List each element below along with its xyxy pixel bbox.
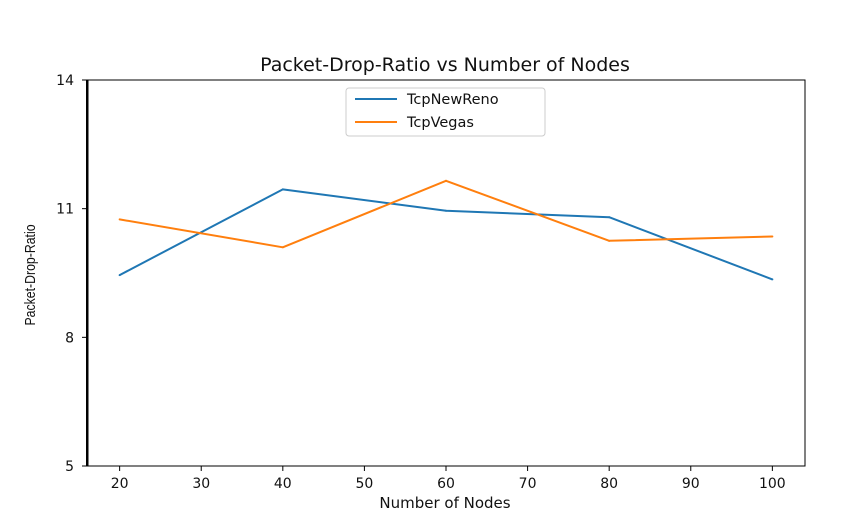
x-tick-label: 20	[111, 476, 129, 492]
y-axis-label: Packet-Drop-Ratio	[22, 224, 38, 325]
y-axis-ticks: 5 8 11 14	[56, 73, 87, 475]
y-axis-spine	[86, 80, 89, 466]
y-tick-label: 11	[56, 202, 74, 218]
x-tick-label: 40	[274, 476, 292, 492]
data-point-tcpvegas	[445, 179, 447, 182]
plot-area: 20 30 40 50 60 70 80 90 100 5 8 11 14	[56, 73, 806, 492]
data-point-tcpvegas	[608, 239, 611, 242]
x-tick-label: 30	[192, 476, 210, 492]
data-point-tcpvegas	[118, 218, 121, 221]
x-tick-label: 70	[519, 476, 537, 492]
series-lines	[118, 179, 774, 281]
data-point-tcpnewreno	[608, 216, 611, 219]
data-point-tcpnewreno	[445, 209, 447, 212]
data-point-tcpnewreno	[281, 188, 284, 191]
legend-label-tcpnewreno: TcpNewReno	[406, 92, 499, 108]
x-axis-ticks: 20 30 40 50 60 70 80 90 100	[111, 466, 786, 492]
data-point-tcpnewreno	[771, 278, 774, 281]
x-tick-label: 100	[759, 476, 786, 492]
x-tick-label: 50	[355, 476, 373, 492]
data-point-tcpvegas	[771, 235, 774, 238]
y-tick-label: 14	[56, 73, 74, 89]
x-tick-label: 80	[600, 476, 618, 492]
chart-title: Packet-Drop-Ratio vs Number of Nodes	[260, 54, 630, 76]
data-point-tcpvegas	[281, 246, 284, 249]
legend: TcpNewReno TcpVegas	[345, 87, 546, 137]
x-tick-label: 90	[682, 476, 700, 492]
y-tick-label: 8	[65, 330, 74, 346]
y-tick-label: 5	[65, 459, 74, 475]
x-tick-label: 60	[437, 476, 455, 492]
plot-frame	[86, 79, 806, 467]
data-point-tcpnewreno	[118, 274, 121, 277]
x-axis-label: Number of Nodes	[379, 494, 510, 512]
legend-label-tcpvegas: TcpVegas	[406, 115, 474, 131]
